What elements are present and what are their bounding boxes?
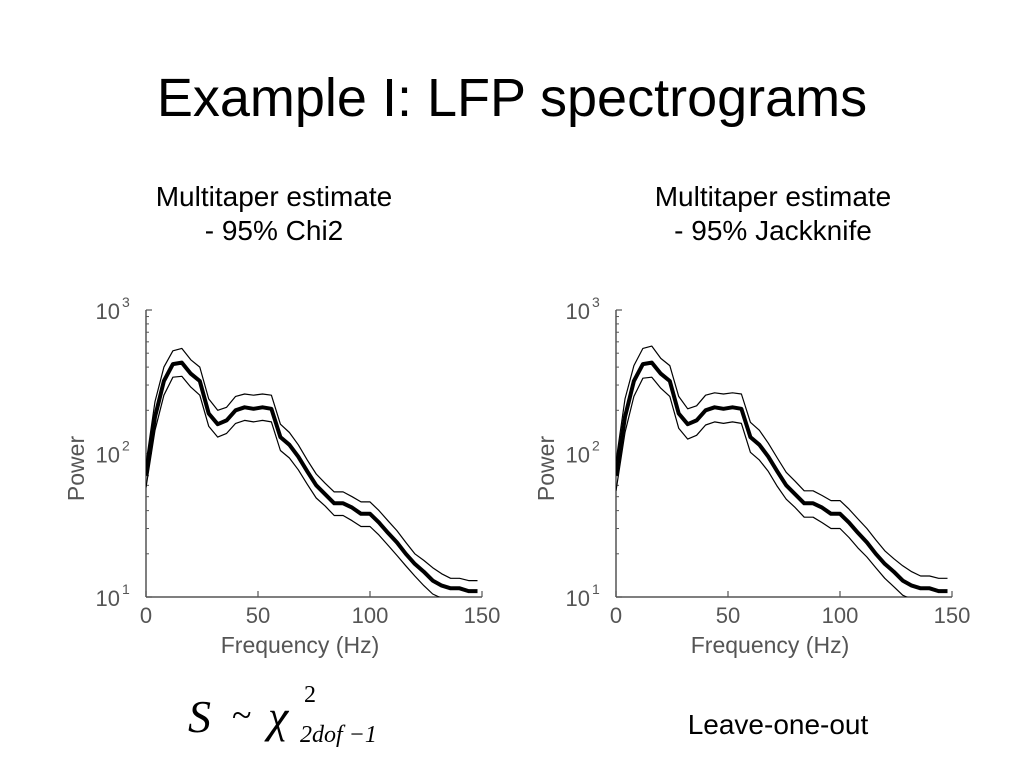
x-axis-label: Frequency (Hz) <box>221 632 379 658</box>
left-caption-line2: - 95% Chi2 <box>204 215 344 246</box>
formula-chi-symbol: χ <box>268 691 289 742</box>
confidence-bound-line <box>146 347 478 582</box>
spectrum-estimate-line <box>616 360 948 594</box>
y-axis-label: Power <box>533 436 559 502</box>
formula-tilde: ~ <box>232 695 252 735</box>
left-panel-caption: Multitaper estimate - 95% Chi2 <box>74 180 474 248</box>
right-panel-caption: Multitaper estimate - 95% Jackknife <box>573 180 973 248</box>
right-caption-line1: Multitaper estimate <box>654 181 892 212</box>
x-tick-label: 150 <box>934 603 971 628</box>
spectrum-estimate-line <box>146 360 478 594</box>
right-caption-line2: - 95% Jackknife <box>674 215 872 246</box>
confidence-bound-line <box>616 376 908 597</box>
x-tick-label: 100 <box>822 603 859 628</box>
y-tick-exponent: 3 <box>122 294 130 310</box>
y-tick-label: 10 <box>96 586 120 611</box>
x-tick-label: 150 <box>464 603 501 628</box>
y-axis-label: Power <box>63 436 89 502</box>
formula-lhs: S <box>188 691 211 742</box>
left-caption-line1: Multitaper estimate <box>155 181 393 212</box>
chi-square-formula: S ~ χ 2 2dof −1 <box>182 682 442 756</box>
y-tick-exponent: 2 <box>122 438 130 454</box>
x-tick-label: 100 <box>352 603 389 628</box>
formula-superscript: 2 <box>304 682 316 708</box>
confidence-bound-line <box>616 345 948 579</box>
y-tick-label: 10 <box>96 299 120 324</box>
x-tick-label: 0 <box>140 603 152 628</box>
leave-one-out-note: Leave-one-out <box>687 709 869 740</box>
formula-subscript: 2dof −1 <box>300 722 377 748</box>
y-tick-exponent: 1 <box>592 581 600 597</box>
y-tick-label: 10 <box>566 443 590 468</box>
y-tick-label: 10 <box>96 443 120 468</box>
y-tick-exponent: 1 <box>122 581 130 597</box>
x-axis-label: Frequency (Hz) <box>691 632 849 658</box>
y-tick-exponent: 2 <box>592 438 600 454</box>
x-tick-label: 0 <box>610 603 622 628</box>
slide-title: Example I: LFP spectrograms <box>156 68 868 128</box>
confidence-bound-line <box>146 375 441 597</box>
x-tick-label: 50 <box>246 603 270 628</box>
y-tick-label: 10 <box>566 299 590 324</box>
y-tick-label: 10 <box>566 586 590 611</box>
x-tick-label: 50 <box>716 603 740 628</box>
y-tick-exponent: 3 <box>592 294 600 310</box>
